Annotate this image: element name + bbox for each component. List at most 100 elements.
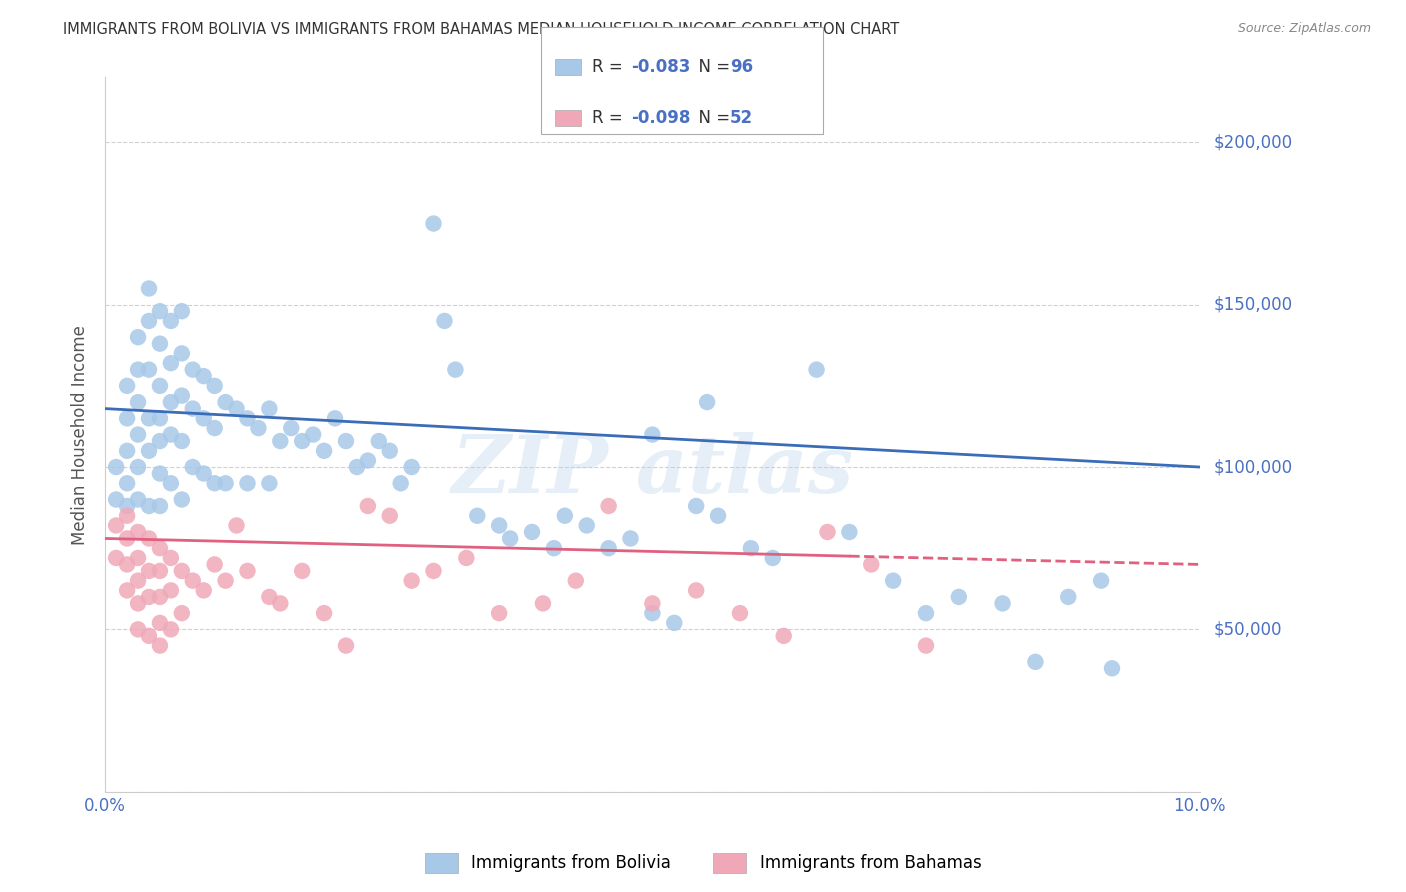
Point <box>115 508 138 523</box>
Point <box>160 395 183 409</box>
Point <box>740 541 762 556</box>
Point <box>312 606 335 620</box>
Point <box>269 434 291 448</box>
Point <box>138 281 160 295</box>
Point <box>138 314 160 328</box>
Text: N =: N = <box>688 109 735 127</box>
Text: -0.098: -0.098 <box>631 109 690 127</box>
Point <box>291 564 314 578</box>
Point <box>543 541 565 556</box>
Point <box>806 362 828 376</box>
Point <box>160 314 183 328</box>
Point <box>193 467 215 481</box>
Point <box>138 590 160 604</box>
Point <box>170 389 193 403</box>
Point <box>127 596 149 610</box>
Point <box>149 499 172 513</box>
Point <box>127 524 149 539</box>
Point <box>565 574 588 588</box>
Point <box>181 362 204 376</box>
Point <box>138 564 160 578</box>
Point <box>838 524 860 539</box>
Point <box>641 596 664 610</box>
Point <box>302 427 325 442</box>
Point <box>193 369 215 384</box>
Point <box>401 460 423 475</box>
Point <box>499 532 522 546</box>
Point <box>531 596 554 610</box>
Point <box>707 508 730 523</box>
Point <box>860 558 883 572</box>
Point <box>149 304 172 318</box>
Point <box>214 395 236 409</box>
Point <box>357 499 380 513</box>
Point <box>115 499 138 513</box>
Point <box>127 492 149 507</box>
Point <box>641 606 664 620</box>
Point <box>204 379 226 393</box>
Point <box>422 217 444 231</box>
Text: -0.083: -0.083 <box>631 59 690 77</box>
Point <box>488 518 510 533</box>
Point <box>488 606 510 620</box>
Point <box>422 564 444 578</box>
Point <box>115 583 138 598</box>
Point <box>160 550 183 565</box>
Point <box>291 434 314 448</box>
Text: $100,000: $100,000 <box>1213 458 1292 476</box>
Point <box>127 574 149 588</box>
Point <box>1057 590 1080 604</box>
Point <box>520 524 543 539</box>
Point <box>1101 661 1123 675</box>
Point <box>204 558 226 572</box>
Point <box>575 518 598 533</box>
Point <box>193 411 215 425</box>
Point <box>149 467 172 481</box>
Point <box>127 623 149 637</box>
Point <box>149 590 172 604</box>
Point <box>170 492 193 507</box>
Point <box>401 574 423 588</box>
Text: Source: ZipAtlas.com: Source: ZipAtlas.com <box>1237 22 1371 36</box>
Point <box>259 590 281 604</box>
Point <box>817 524 839 539</box>
Text: $200,000: $200,000 <box>1213 134 1292 152</box>
Point <box>160 583 183 598</box>
Point <box>204 421 226 435</box>
Point <box>138 411 160 425</box>
Point <box>259 476 281 491</box>
Point <box>138 499 160 513</box>
Point <box>225 401 247 416</box>
Point <box>214 574 236 588</box>
Point <box>105 460 128 475</box>
Point <box>772 629 794 643</box>
Point <box>193 583 215 598</box>
Point <box>685 583 707 598</box>
Point <box>323 411 346 425</box>
Point <box>170 564 193 578</box>
Point <box>991 596 1014 610</box>
Point <box>105 550 128 565</box>
Text: N =: N = <box>688 59 735 77</box>
Point <box>465 508 488 523</box>
Point <box>127 330 149 344</box>
Point <box>236 411 259 425</box>
Point <box>127 395 149 409</box>
Y-axis label: Median Household Income: Median Household Income <box>72 325 89 544</box>
Point <box>554 508 576 523</box>
Point <box>115 411 138 425</box>
Point <box>357 453 380 467</box>
Point <box>598 541 620 556</box>
Point <box>115 476 138 491</box>
Point <box>138 443 160 458</box>
Point <box>280 421 302 435</box>
Point <box>335 434 357 448</box>
Point <box>456 550 478 565</box>
Point <box>598 499 620 513</box>
Point <box>225 518 247 533</box>
Point <box>138 629 160 643</box>
Point <box>149 379 172 393</box>
Point <box>160 623 183 637</box>
Point <box>127 362 149 376</box>
Text: R =: R = <box>592 109 628 127</box>
